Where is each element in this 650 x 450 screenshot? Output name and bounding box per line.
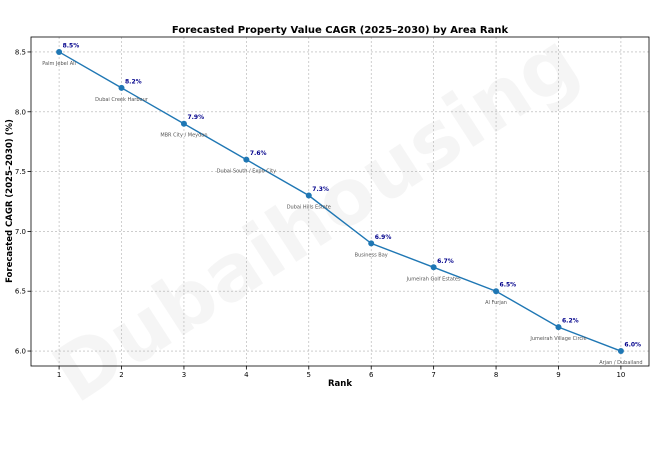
x-tick-label: 9 [556,371,560,379]
area-label-1: Palm Jebel Ali [42,61,76,67]
y-tick-label: 7.0 [15,228,26,236]
data-point-4 [243,156,250,163]
cagr-series-line [58,51,622,352]
x-tick-label: 1 [57,371,61,379]
x-tick-label: 7 [431,371,435,379]
y-axis-ticks: 6.0 6.5 7.0 7.5 8.0 8.5 [15,48,31,356]
area-label-3: MBR City / Meydan [160,133,207,139]
value-label-7: 6.7% [437,258,454,265]
data-labels: 8.5% Palm Jebel Ali 8.2% Dubai Creek Harbou… [42,42,642,366]
area-label-7: Jumeirah Golf Estates [406,276,461,282]
y-tick-label: 6.5 [15,288,26,296]
chart-title: Forecasted Property Value CAGR (2025–203… [172,25,509,36]
data-point-2 [118,84,125,91]
data-point-8 [493,288,500,295]
data-point-1 [56,48,63,55]
y-tick-label: 8.0 [15,108,26,116]
value-label-10: 6.0% [624,342,641,349]
x-tick-label: 3 [182,371,186,379]
data-point-7 [430,264,437,271]
value-label-6: 6.9% [375,234,392,241]
value-label-5: 7.3% [312,186,329,193]
x-axis-ticks: 1 2 3 4 5 6 7 8 9 10 [57,366,625,379]
x-axis-label: Rank [328,379,352,389]
value-label-9: 6.2% [562,318,579,325]
area-label-6: Business Bay [355,252,388,258]
area-label-10: Arjan / Dubailand [599,360,642,366]
area-label-9: Jumeirah Village Circle [529,336,586,342]
plot-frame [30,36,650,367]
value-label-2: 8.2% [125,78,142,85]
x-tick-label: 8 [494,371,498,379]
data-points [56,48,624,355]
data-point-3 [180,120,187,127]
grid-lines [31,37,649,366]
area-label-5: Dubai Hills Estate [287,205,331,211]
y-tick-label: 8.5 [15,48,26,56]
x-tick-label: 10 [616,371,625,379]
value-label-4: 7.6% [250,150,267,157]
area-label-4: Dubai South / Expo City [217,169,276,175]
value-label-1: 8.5% [63,42,80,49]
x-tick-label: 5 [307,371,311,379]
area-label-2: Dubai Creek Harbour [95,97,149,103]
watermark-text: Dubaihousing [38,16,594,421]
value-label-8: 6.5% [500,282,517,289]
y-tick-label: 7.5 [15,168,26,176]
y-axis-label: Forecasted CAGR (2025–2030) (%) [5,119,15,283]
data-point-10 [617,348,624,355]
data-point-6 [368,240,375,247]
x-tick-label: 6 [369,371,374,379]
data-point-9 [555,324,562,331]
value-label-3: 7.9% [187,114,204,121]
x-tick-label: 4 [244,371,249,379]
x-tick-label: 2 [119,371,123,379]
y-tick-label: 6.0 [15,348,26,356]
data-point-5 [305,192,312,199]
area-label-8: Al Furjan [485,300,507,306]
